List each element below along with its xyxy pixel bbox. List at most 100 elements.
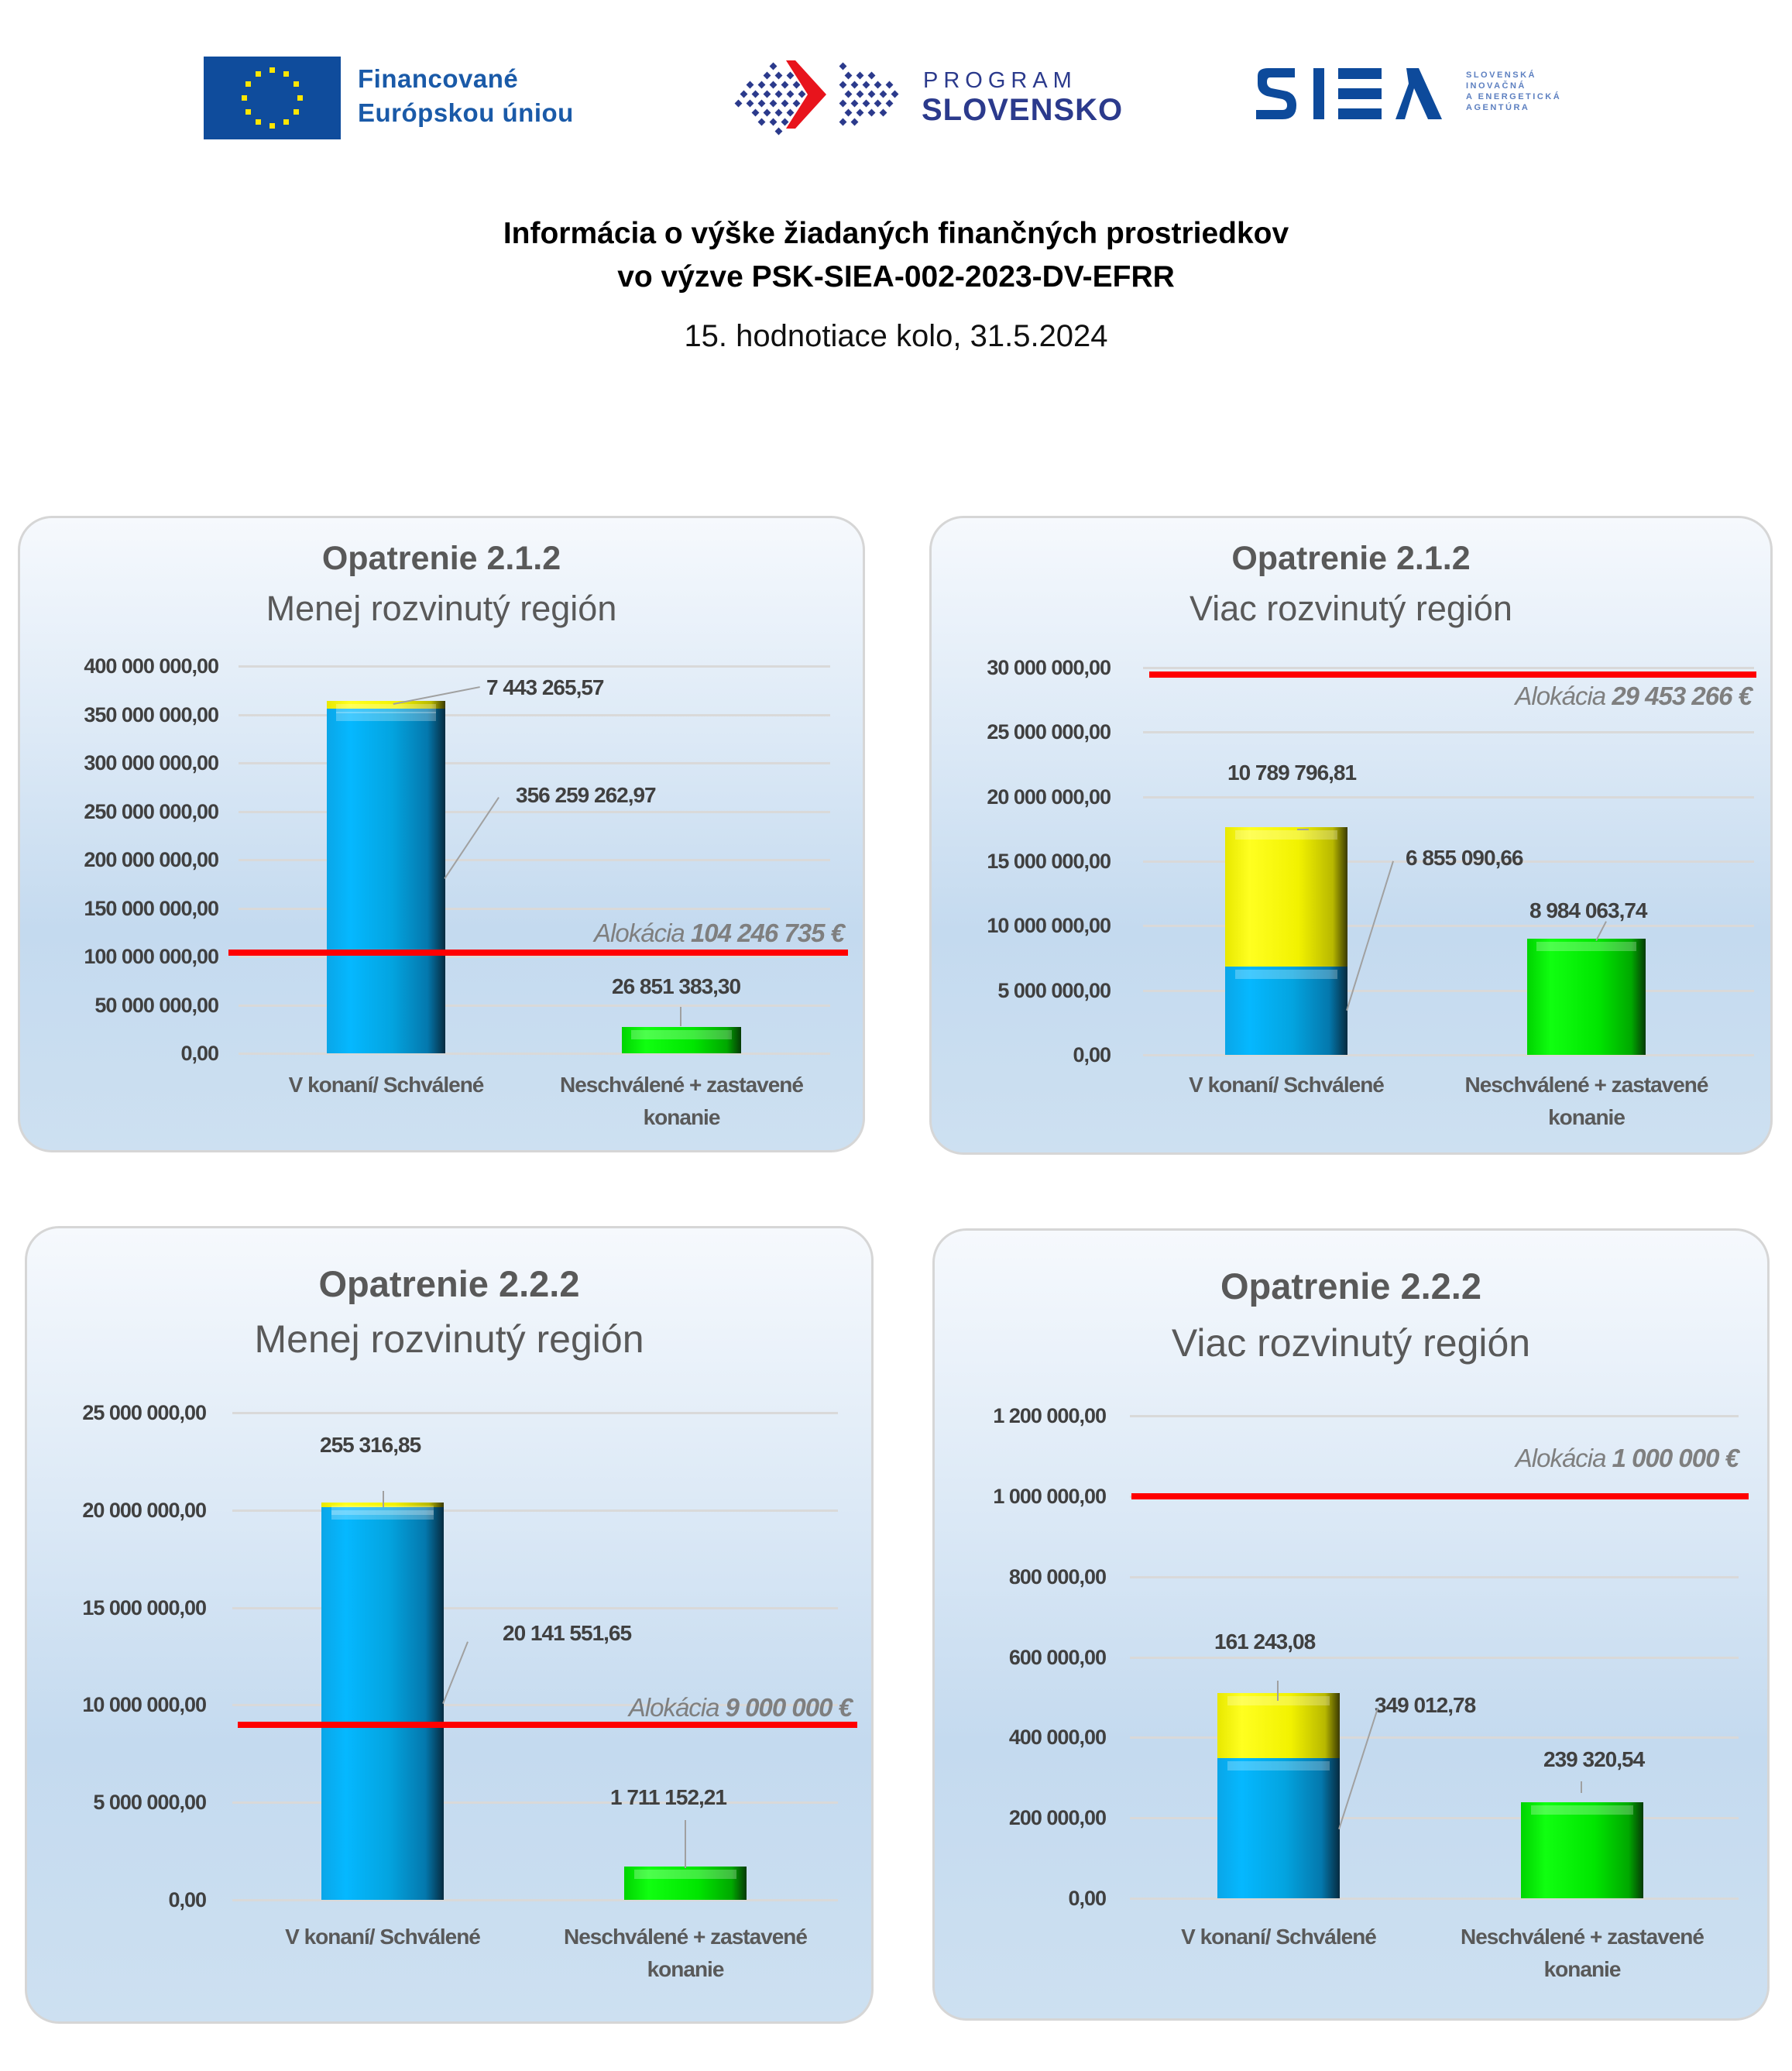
y-axis-tick-label: 0,00 <box>168 1888 207 1911</box>
allocation-label: Alokácia 104 246 735 € <box>379 919 845 948</box>
y-axis-tick-label: 800 000,00 <box>1008 1564 1107 1588</box>
y-axis-tick-label: 30 000 000,00 <box>987 656 1111 679</box>
slovensko-label: SLOVENSKO <box>922 93 1124 127</box>
y-axis-tick-label: 1 000 000,00 <box>993 1484 1107 1508</box>
x-axis-category-label: Neschválené + zastavené konanie <box>1461 1925 1704 1981</box>
bar-rejected[interactable] <box>1527 939 1646 1055</box>
data-label-green: 239 320,54 <box>1543 1747 1645 1771</box>
allocation-line <box>1131 1492 1749 1499</box>
y-axis-tick-label: 5 000 000,00 <box>93 1791 207 1815</box>
siea-name-line1: SLOVENSKÁ <box>1466 70 1536 80</box>
y-axis-tick-label: 15 000 000,00 <box>82 1595 207 1619</box>
gridline <box>1143 667 1754 669</box>
chart-title: Opatrenie 2.2.2 <box>1220 1266 1481 1307</box>
gridline <box>239 859 830 861</box>
y-axis-tick-label: 0,00 <box>180 1042 219 1065</box>
bar-approved-segment[interactable] <box>1217 1757 1340 1898</box>
allocation-prefix: Alokácia <box>1515 682 1612 710</box>
gridline <box>1143 1054 1754 1056</box>
x-axis-category-label: V konaní/ Schválené <box>288 1073 485 1097</box>
siea-name-line4: AGENTÚRA <box>1466 103 1530 112</box>
x-axis-category-label: V konaní/ Schválené <box>1181 1925 1377 1949</box>
leader-line <box>680 1007 681 1026</box>
bar-approved-segment[interactable] <box>1225 966 1347 1055</box>
eu-star-icon <box>269 67 275 73</box>
bar-pending-segment[interactable] <box>1217 1693 1340 1758</box>
eu-star-icon <box>245 81 251 87</box>
gridline <box>232 1606 838 1609</box>
leader-line <box>383 1491 384 1507</box>
eu-star-icon <box>297 95 303 101</box>
gridline <box>239 713 830 716</box>
chart-title: Opatrenie 2.2.2 <box>318 1263 580 1304</box>
eu-star-icon <box>283 70 289 77</box>
bar-pending-segment[interactable] <box>327 701 445 714</box>
data-label-yellow: 255 316,85 <box>320 1433 421 1457</box>
gridline <box>1130 1817 1739 1820</box>
bar-rejected[interactable] <box>1521 1801 1643 1898</box>
leader-line <box>1277 1681 1279 1701</box>
allocation-prefix: Alokácia <box>594 919 691 947</box>
eu-text-line1: Financované <box>358 64 519 93</box>
chart-subtitle: Menej rozvinutý región <box>266 589 617 628</box>
data-label-blue: 6 855 090,66 <box>1406 846 1523 870</box>
y-axis-tick-label: 200 000 000,00 <box>84 848 219 871</box>
y-axis-tick-label: 25 000 000,00 <box>987 720 1111 744</box>
allocation-label: Alokácia 1 000 000 € <box>1274 1444 1739 1473</box>
data-label-green: 1 711 152,21 <box>610 1785 727 1809</box>
gridline <box>239 1004 830 1007</box>
eu-star-icon <box>269 123 275 129</box>
allocation-prefix: Alokácia <box>1515 1444 1612 1472</box>
eu-star-icon <box>245 109 251 115</box>
allocation-line <box>1149 671 1756 678</box>
allocation-value: 1 000 000 € <box>1612 1444 1739 1472</box>
gridline <box>232 1801 838 1805</box>
y-axis-tick-label: 0,00 <box>1073 1043 1111 1066</box>
chart-panel-212-more-developed <box>929 516 1773 1155</box>
eu-funding-text: Financované Európskou úniou <box>358 62 574 130</box>
eu-star-icon <box>294 81 300 87</box>
bar-approved-segment[interactable] <box>321 1507 444 1900</box>
y-axis-tick-label: 10 000 000,00 <box>82 1693 207 1717</box>
document-title: Informácia o výške žiadaných finančných … <box>0 212 1792 299</box>
data-label-yellow: 10 789 796,81 <box>1227 761 1357 785</box>
gridline <box>1143 731 1754 734</box>
data-label-blue: 356 259 262,97 <box>516 783 657 807</box>
bar-pending-segment[interactable] <box>1225 826 1347 967</box>
data-label-yellow: 7 443 265,57 <box>486 675 604 699</box>
gridline <box>1130 1898 1739 1900</box>
eu-flag-logo <box>204 57 341 139</box>
title-line2: vo výzve PSK-SIEA-002-2023-DV-EFRR <box>617 260 1175 294</box>
y-axis-tick-label: 400 000,00 <box>1008 1726 1107 1750</box>
allocation-line <box>238 1721 857 1728</box>
eu-star-icon <box>256 70 261 77</box>
gridline <box>239 907 830 910</box>
x-axis-category-label: V konaní/ Schválené <box>285 1925 481 1949</box>
eu-star-icon <box>283 119 289 125</box>
gridline <box>1130 1656 1739 1659</box>
gridline <box>1143 860 1754 863</box>
gridline <box>232 1509 838 1512</box>
gridline <box>239 810 830 813</box>
data-label-yellow: 161 243,08 <box>1214 1630 1316 1654</box>
eu-star-icon <box>242 95 247 101</box>
allocation-value: 104 246 735 € <box>690 919 845 947</box>
y-axis-tick-label: 10 000 000,00 <box>987 914 1111 938</box>
eu-text-line2: Európskou úniou <box>358 98 574 127</box>
program-slovensko-logo-icon <box>734 60 899 136</box>
gridline <box>239 665 830 668</box>
y-axis-tick-label: 5 000 000,00 <box>997 978 1111 1002</box>
bar-approved-segment[interactable] <box>327 708 445 1053</box>
x-axis-category-label: Neschválené + zastavené konanie <box>564 1925 808 1981</box>
chart-subtitle: Menej rozvinutý región <box>254 1317 644 1361</box>
siea-logo-icon <box>1256 68 1442 119</box>
gridline <box>1130 1415 1739 1417</box>
bar-rejected[interactable] <box>622 1027 741 1053</box>
siea-name-line2: INOVAČNÁ <box>1466 81 1526 91</box>
y-axis-tick-label: 200 000,00 <box>1008 1806 1107 1830</box>
gridline <box>239 762 830 764</box>
bar-rejected[interactable] <box>624 1866 747 1900</box>
eu-star-icon <box>294 109 300 115</box>
allocation-value: 9 000 000 € <box>725 1693 853 1722</box>
document-subtitle: 15. hodnotiace kolo, 31.5.2024 <box>684 319 1108 353</box>
